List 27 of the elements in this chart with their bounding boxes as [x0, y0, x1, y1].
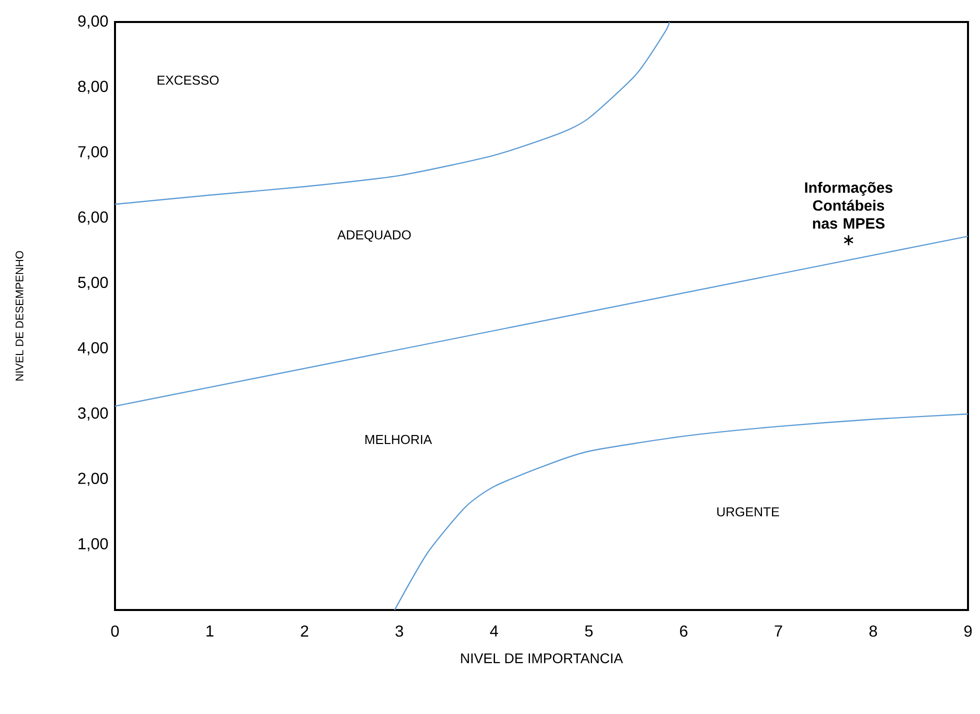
x-tick-label: 6 — [680, 625, 688, 637]
x-tick-label: 8 — [869, 625, 877, 637]
x-tick-label: 7 — [774, 625, 782, 636]
y-tick-label: 6,00 — [78, 211, 108, 225]
x-tick-label: 0 — [111, 625, 119, 637]
x-tick-label: 3 — [396, 625, 404, 637]
x-tick-label: 1 — [206, 625, 214, 636]
annotation: EXCESSO — [158, 76, 219, 85]
x-tick-label: 9 — [964, 625, 972, 637]
y-tick-label: 1,00 — [78, 538, 108, 552]
y-tick-label: 5,00 — [78, 276, 108, 290]
x-axis-title: NIVEL DE IMPORTANCIA — [461, 653, 623, 664]
y-tick-label: 4,00 — [78, 342, 108, 356]
annotation: ADEQUADO — [337, 230, 411, 242]
y-tick-label: 3,00 — [78, 407, 108, 421]
annotation: MELHORIA — [365, 434, 432, 444]
y-tick-label: 8,00 — [78, 80, 108, 94]
x-tick-label: 4 — [490, 625, 498, 636]
y-tick-label: 2,00 — [78, 472, 108, 486]
x-tick-label: 5 — [585, 625, 593, 637]
y-tick-label: 9,00 — [78, 15, 108, 29]
line-series — [115, 22, 670, 205]
y-tick-label: 7,00 — [78, 146, 108, 160]
y-axis-title: NIVEL DE DESEMPENHO — [16, 251, 24, 381]
annotation: URGENTE — [717, 507, 780, 516]
x-tick-label: 2 — [300, 625, 308, 637]
text: Informações Contábeis nas MPES — [805, 182, 892, 229]
